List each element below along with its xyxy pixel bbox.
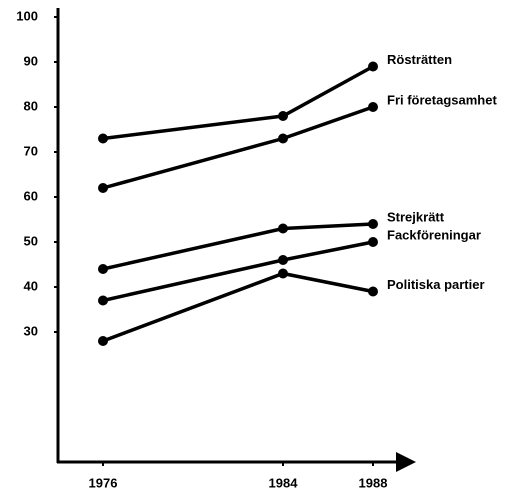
- y-tick-label: 90: [24, 53, 38, 68]
- point: [368, 237, 378, 247]
- point: [368, 219, 378, 229]
- point: [278, 111, 288, 121]
- y-tick-label: 40: [24, 278, 38, 293]
- y-tick-label: 50: [24, 233, 38, 248]
- y-tick-label: 80: [24, 98, 38, 113]
- y-tick-label: 70: [24, 143, 38, 158]
- series-label: Fackföreningar: [387, 227, 481, 242]
- point: [368, 286, 378, 297]
- series-line: [102, 271, 374, 343]
- y-tick-label: 100: [16, 8, 38, 23]
- point: [98, 183, 108, 193]
- point: [278, 268, 288, 279]
- point: [98, 133, 108, 144]
- y-tick-label: 30: [24, 323, 38, 338]
- series-line: [102, 105, 374, 190]
- series-label: Fri företagsamhet: [387, 92, 497, 107]
- y-tick-label: 60: [24, 188, 38, 203]
- point: [368, 61, 378, 72]
- series-label: Rösträtten: [387, 52, 452, 67]
- point: [98, 336, 108, 346]
- x-tick-label: 1984: [269, 475, 299, 490]
- x-tick-label: 1988: [359, 475, 388, 490]
- point: [98, 295, 108, 306]
- series-line: [102, 64, 374, 141]
- point: [368, 102, 378, 112]
- x-axis-arrow: [396, 452, 416, 472]
- series-label: Strejkrätt: [387, 209, 445, 224]
- point: [98, 264, 108, 274]
- series-label: Politiska partier: [387, 277, 485, 292]
- point: [278, 223, 288, 234]
- series-line: [102, 222, 374, 271]
- x-tick-label: 1976: [89, 475, 118, 490]
- point: [278, 255, 288, 265]
- point: [278, 133, 288, 144]
